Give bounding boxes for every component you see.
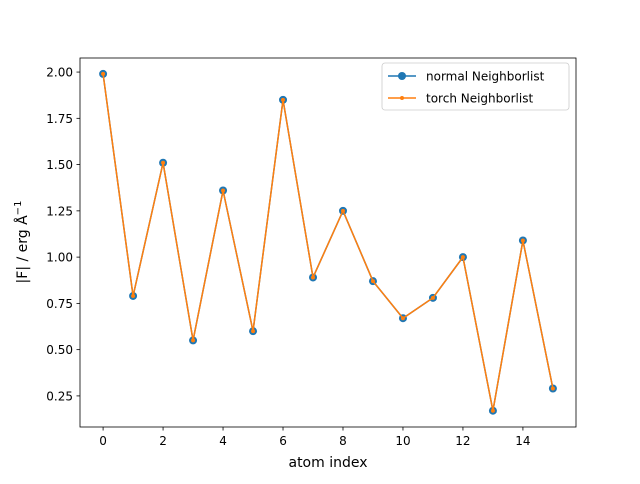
- y-tick-label: 1.25: [46, 204, 73, 218]
- y-tick-label: 0.25: [46, 389, 73, 403]
- x-tick-label: 0: [99, 434, 107, 448]
- x-tick-label: 12: [455, 434, 470, 448]
- legend-label: normal Neighborlist: [426, 70, 545, 84]
- data-point: [221, 188, 226, 193]
- data-point: [161, 160, 166, 165]
- x-tick-label: 6: [279, 434, 287, 448]
- y-tick-label: 1.00: [46, 251, 73, 265]
- y-tick-label: 1.75: [46, 112, 73, 126]
- data-point: [520, 238, 525, 243]
- x-tick-label: 2: [159, 434, 167, 448]
- series-1: [101, 71, 555, 413]
- data-point: [400, 316, 405, 321]
- x-tick-label: 4: [219, 434, 227, 448]
- x-tick-label: 14: [515, 434, 530, 448]
- y-tick-label: 2.00: [46, 66, 73, 80]
- data-point: [191, 338, 196, 343]
- series-line: [102, 73, 554, 411]
- series-layer: [99, 69, 557, 415]
- x-tick-label: 8: [339, 434, 347, 448]
- data-point: [251, 329, 256, 334]
- y-axis-label: |F| / erg Å−1: [13, 201, 31, 284]
- y-tick-label: 1.50: [46, 158, 73, 172]
- legend: normal Neighborlist torch Neighborlist: [381, 62, 570, 111]
- data-point: [311, 275, 316, 280]
- data-point: [340, 208, 345, 213]
- axes-frame: [79, 57, 577, 428]
- x-tick-label: 10: [395, 434, 410, 448]
- data-point: [281, 97, 286, 102]
- data-point: [550, 386, 555, 391]
- legend-marker: [400, 96, 404, 100]
- y-axis: 0.25 0.50 0.75 1.00 1.25 1.50 1.75 2.00: [46, 66, 80, 403]
- legend-marker: [398, 72, 406, 80]
- data-point: [131, 293, 136, 298]
- data-point: [460, 255, 465, 260]
- x-axis: 0 2 4 6 8 10 12 14: [99, 427, 531, 448]
- data-point: [370, 279, 375, 284]
- data-point: [490, 408, 495, 413]
- data-point: [101, 71, 106, 76]
- y-tick-label: 0.75: [46, 297, 73, 311]
- x-axis-label: atom index: [288, 455, 367, 471]
- data-point: [430, 295, 435, 300]
- y-tick-label: 0.50: [46, 343, 73, 357]
- legend-label: torch Neighborlist: [426, 92, 533, 106]
